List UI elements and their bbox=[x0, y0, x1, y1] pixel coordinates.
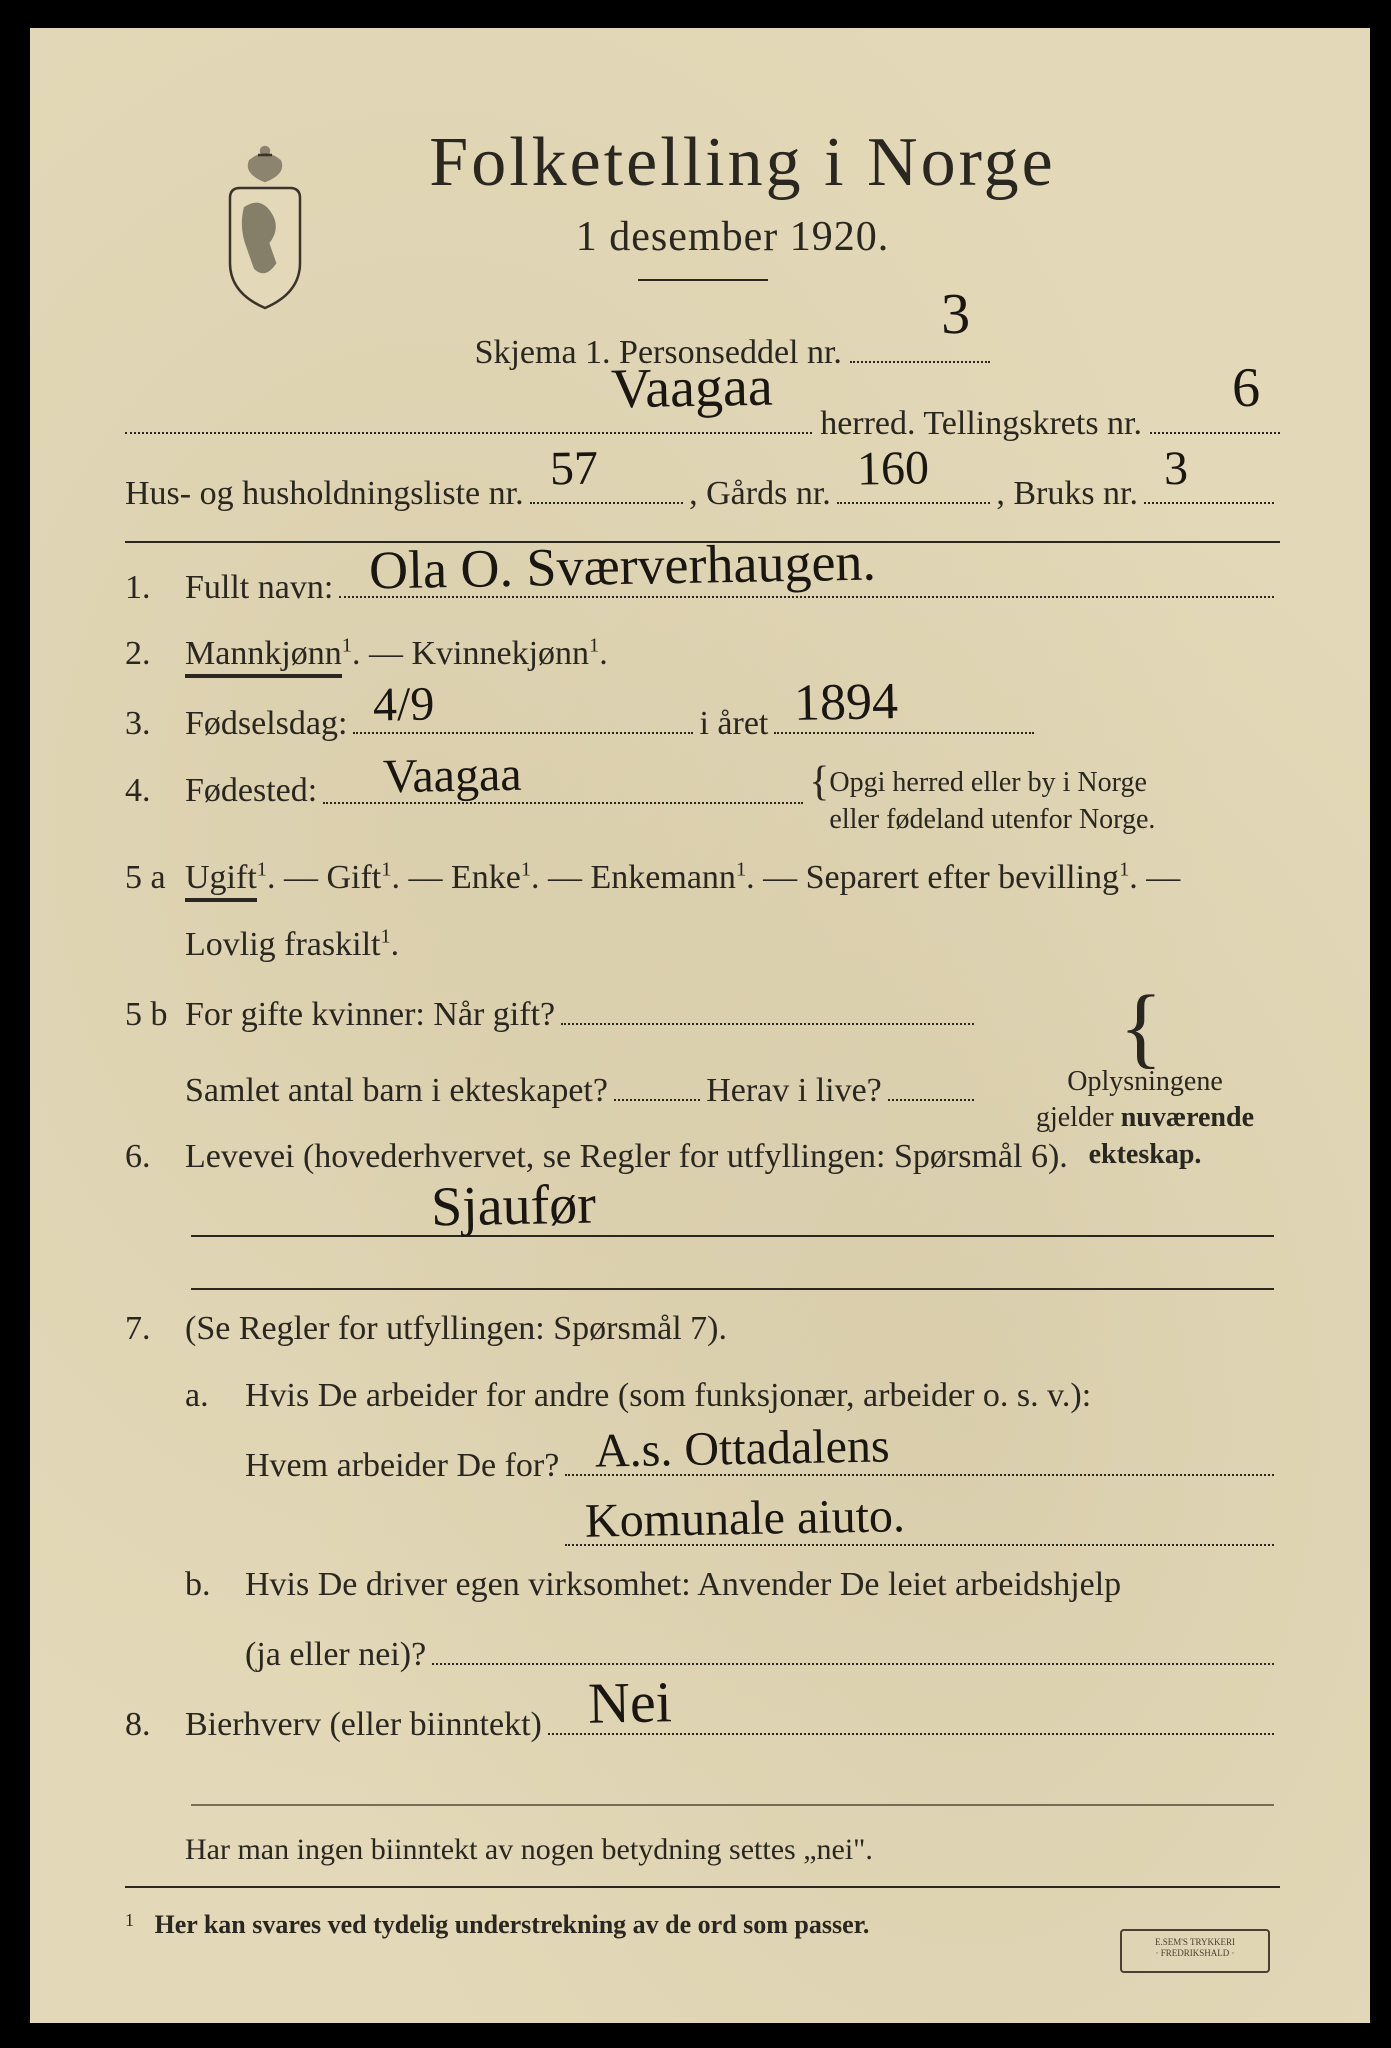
footnote-num: 1 bbox=[125, 1910, 134, 1930]
q5a-gift: Gift bbox=[326, 859, 381, 896]
q2-row: 2. Mannkjønn1. — Kvinnekjønn1. bbox=[125, 627, 1280, 681]
q7a-l2: Hvem arbeider De for? bbox=[245, 1439, 559, 1493]
document-page: Folketelling i Norge 1 desember 1920. Sk… bbox=[30, 28, 1370, 2023]
q5b-note3: ekteskap. bbox=[1089, 1139, 1202, 1170]
q6-value-row: Sjaufør bbox=[125, 1197, 1280, 1238]
q5a-enke: Enke bbox=[451, 859, 521, 896]
q5b-row: 5 b For gifte kvinner: Når gift? Samlet … bbox=[125, 984, 1280, 1118]
q5b-l2a: Samlet antal barn i ekteskapet? bbox=[185, 1064, 608, 1118]
hus-nr: 57 bbox=[549, 423, 599, 515]
hus-label: Hus- og husholdningsliste nr. bbox=[125, 462, 524, 527]
q4-num: 4. bbox=[125, 764, 185, 818]
q8-blank-row bbox=[125, 1765, 1280, 1806]
q5a-enkemann: Enkemann bbox=[591, 859, 736, 896]
q7-num: 7. bbox=[125, 1302, 185, 1356]
q4-value: Vaagaa bbox=[383, 736, 523, 815]
gards-label: , Gårds nr. bbox=[689, 462, 831, 527]
q7a-val1: A.s. Ottadalens bbox=[595, 1408, 891, 1490]
bruks-label: , Bruks nr. bbox=[996, 462, 1138, 527]
meta-hus-line: Hus- og husholdningsliste nr. 57 , Gårds… bbox=[125, 462, 1280, 527]
coat-of-arms-icon bbox=[210, 143, 320, 313]
q7b-row2: (ja eller nei)? bbox=[185, 1624, 1280, 1682]
footnote-text: Her kan svares ved tydelig understreknin… bbox=[155, 1910, 870, 1939]
q4-note1: Opgi herred eller by i Norge bbox=[829, 767, 1147, 798]
q7b-l2: (ja eller nei)? bbox=[245, 1628, 426, 1682]
divider bbox=[125, 1886, 1280, 1888]
q6-value: Sjaufør bbox=[430, 1160, 596, 1252]
q6-blank-row bbox=[125, 1249, 1280, 1290]
page-title: Folketelling i Norge bbox=[205, 123, 1280, 203]
q7a-row3: Komunale aiuto. bbox=[185, 1505, 1280, 1546]
header: Folketelling i Norge 1 desember 1920. bbox=[125, 123, 1280, 281]
q5b-num: 5 b bbox=[125, 988, 185, 1042]
stamp-line1: E.SEM'S TRYKKERI bbox=[1155, 1937, 1235, 1947]
q3-year-label: i året bbox=[699, 697, 768, 751]
q5b-note1: Oplysningene bbox=[1067, 1066, 1223, 1097]
personseddel-nr: 3 bbox=[940, 259, 971, 370]
q4-label: Fødested: bbox=[185, 764, 317, 818]
q7a-val2: Komunale aiuto. bbox=[584, 1478, 905, 1560]
q5a-fraskilt: Lovlig fraskilt bbox=[185, 926, 380, 963]
bruks-nr: 3 bbox=[1163, 423, 1189, 515]
q5b-l1: For gifte kvinner: Når gift? bbox=[185, 988, 555, 1042]
q4-row: 4. Fødested: Vaagaa { Opgi herred eller … bbox=[125, 764, 1280, 840]
q8-label: Bierhverv (eller biinntekt) bbox=[185, 1698, 542, 1752]
q2-num: 2. bbox=[125, 627, 185, 681]
q1-row: 1. Fullt navn: Ola O. Sværverhaugen. bbox=[125, 557, 1280, 615]
q5b-l2b: Herav i live? bbox=[706, 1064, 882, 1118]
q8-num: 8. bbox=[125, 1698, 185, 1752]
q2-mann: Mannkjønn bbox=[185, 635, 342, 678]
q1-value: Ola O. Sværverhaugen. bbox=[369, 519, 877, 614]
q3-day: 4/9 bbox=[373, 667, 436, 745]
page-subtitle: 1 desember 1920. bbox=[185, 213, 1280, 261]
gards-nr: 160 bbox=[856, 422, 930, 514]
q6-num: 6. bbox=[125, 1130, 185, 1184]
q4-note2: eller fødeland utenfor Norge. bbox=[829, 804, 1155, 835]
q7b-num: b. bbox=[185, 1558, 245, 1612]
q8-row: 8. Bierhverv (eller biinntekt) Nei bbox=[125, 1695, 1280, 1753]
q5a-row: 5 a Ugift1. — Gift1. — Enke1. — Enkemann… bbox=[125, 851, 1280, 905]
tail-note: Har man ingen biinntekt av nogen betydni… bbox=[185, 1826, 873, 1874]
meta-herred-line: Vaagaa herred. Tellingskrets nr. 6 bbox=[125, 392, 1280, 457]
q5b-sidenote: { Oplysningene gjelder nuværende ekteska… bbox=[1010, 992, 1280, 1173]
q7-label: (Se Regler for utfyllingen: Spørsmål 7). bbox=[185, 1302, 1280, 1356]
q5b-note2b: nuværende bbox=[1121, 1102, 1254, 1133]
q7b-l1: Hvis De driver egen virksomhet: Anvender… bbox=[245, 1558, 1280, 1612]
q5a-ugift: Ugift bbox=[185, 859, 257, 902]
q3-year: 1894 bbox=[794, 660, 899, 745]
q7-row: 7. (Se Regler for utfyllingen: Spørsmål … bbox=[125, 1302, 1280, 1356]
q3-label: Fødselsdag: bbox=[185, 697, 347, 751]
q7b-row: b. Hvis De driver egen virksomhet: Anven… bbox=[185, 1558, 1280, 1612]
footnote: 1 Her kan svares ved tydelig understrekn… bbox=[125, 1910, 1280, 1940]
q1-label: Fullt navn: bbox=[185, 561, 333, 615]
herred-value: Vaagaa bbox=[610, 334, 773, 443]
tail-note-row: Har man ingen biinntekt av nogen betydni… bbox=[125, 1826, 1280, 1874]
q5a-num: 5 a bbox=[125, 851, 185, 905]
tellingskrets-nr: 6 bbox=[1231, 335, 1261, 442]
divider bbox=[638, 279, 768, 281]
q8-value: Nei bbox=[587, 1656, 672, 1750]
q2-kvinne: Kvinnekjønn bbox=[411, 635, 589, 672]
q5a-row2: Lovlig fraskilt1. bbox=[125, 918, 1280, 972]
q5a-separert: Separert efter bevilling bbox=[806, 859, 1119, 896]
q3-num: 3. bbox=[125, 697, 185, 751]
q1-num: 1. bbox=[125, 561, 185, 615]
printer-stamp: E.SEM'S TRYKKERI · FREDRIKSHALD · bbox=[1120, 1929, 1270, 1973]
stamp-line2: · FREDRIKSHALD · bbox=[1155, 1948, 1234, 1958]
q3-row: 3. Fødselsdag: 4/9 i året 1894 bbox=[125, 693, 1280, 751]
q7a-num: a. bbox=[185, 1369, 245, 1423]
